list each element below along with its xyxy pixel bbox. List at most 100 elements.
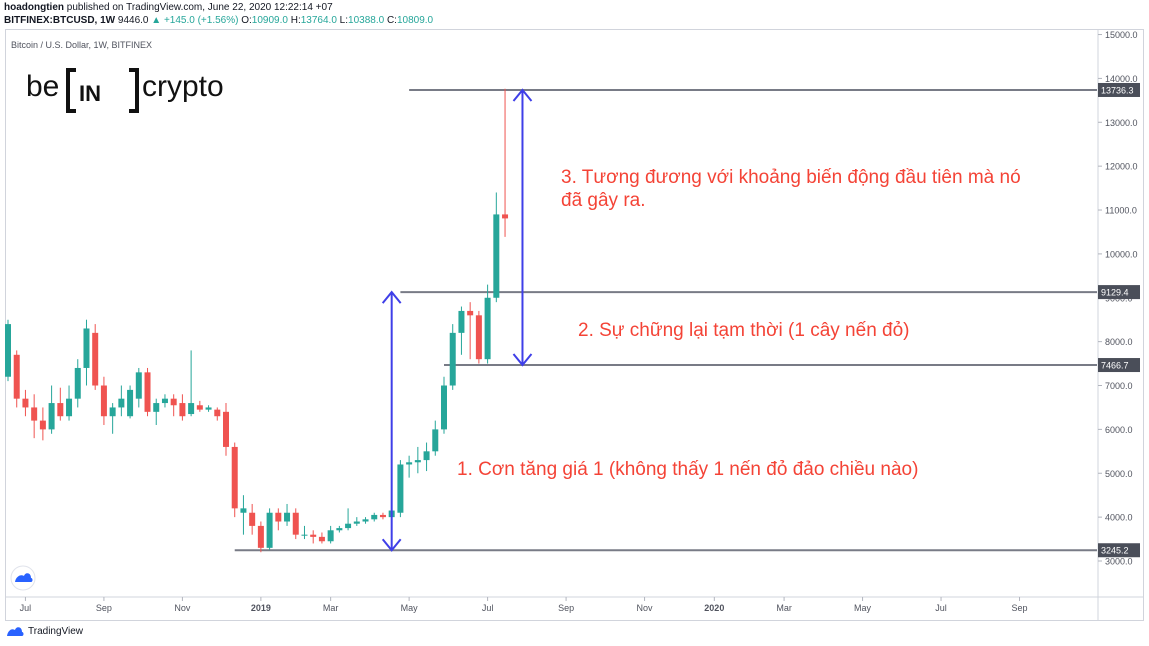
low-value: 10388.0 <box>348 15 385 26</box>
x-tick-label: Jul <box>20 603 32 613</box>
candle-body <box>284 512 291 522</box>
annotation-rally-2-line2: đã gây ra. <box>561 190 646 211</box>
low-label: L: <box>339 15 349 26</box>
range-arrows <box>381 88 533 552</box>
candle-body <box>240 508 247 513</box>
candle-body <box>196 405 203 410</box>
x-tick-label: Jul <box>935 603 947 613</box>
candle-body <box>458 310 465 333</box>
arrow-head-down <box>512 353 533 367</box>
logo-text-be: be <box>26 70 59 103</box>
candle-body <box>493 214 500 298</box>
y-tick-label: 4000.0 <box>1105 513 1133 523</box>
candle-body <box>423 451 430 461</box>
candle-body <box>161 398 168 404</box>
symbol-info: BITFINEX:BTCUSD, 1W 9446.0 ▲ +145.0 (+1.… <box>4 15 433 27</box>
candle-body <box>257 525 264 548</box>
candle-body <box>266 512 273 548</box>
publish-details: published on TradingView.com, June 22, 2… <box>66 2 333 13</box>
candle-body <box>170 398 177 406</box>
candle-body <box>31 407 38 421</box>
y-tick-label: 10000.0 <box>1105 249 1138 259</box>
price-change: +145.0 (+1.56%) <box>163 15 239 26</box>
level-tags: 13736.3 9129.4 7466.7 3245.2 <box>1098 82 1140 558</box>
annotation-rally-1: 1. Cơn tăng giá 1 (không thấy 1 nến đỏ đ… <box>457 459 918 480</box>
candle-body <box>327 530 334 542</box>
candle-body <box>292 512 299 535</box>
candle-body <box>83 328 90 368</box>
candle-body <box>118 398 125 408</box>
candle-body <box>502 214 509 219</box>
candle-body <box>144 372 151 412</box>
candle-body <box>467 310 474 316</box>
candle-body <box>432 429 439 452</box>
y-tick-label: 12000.0 <box>1105 162 1138 172</box>
y-tick-label: 14000.0 <box>1105 74 1138 84</box>
close-label: C: <box>386 15 397 26</box>
publisher-name: hoadongtien <box>4 2 64 13</box>
level-tag-box <box>1098 543 1140 558</box>
candle-body <box>310 534 317 537</box>
candle-body <box>414 460 421 463</box>
candle-body <box>214 409 221 417</box>
y-tick-label: 13000.0 <box>1105 118 1138 128</box>
logo-bracket-icon <box>66 68 139 113</box>
candle-body <box>205 407 212 410</box>
candle-body <box>406 462 413 465</box>
candle-body <box>441 385 447 430</box>
candle-body <box>484 297 491 360</box>
symbol-label: BITFINEX:BTCUSD, 1W <box>4 15 116 26</box>
candle-body <box>301 534 308 536</box>
x-tick-label: May <box>854 603 872 613</box>
candle-body <box>379 514 386 518</box>
level-tag-box <box>1098 285 1140 300</box>
last-price: 9446.0 <box>117 15 149 26</box>
candle-body <box>371 514 378 520</box>
candle-body <box>179 403 186 417</box>
candle-body <box>449 332 456 386</box>
y-tick-label: 6000.0 <box>1105 425 1133 435</box>
candle-body <box>100 385 107 417</box>
level-tag-label: 3245.2 <box>1101 546 1129 556</box>
annotation-rally-2-line1: 3. Tương đương với khoảng biến động đầu … <box>561 167 1021 188</box>
x-tick-label: Jul <box>482 603 494 613</box>
x-tick-label: 2019 <box>251 603 271 613</box>
candle-body <box>48 403 55 430</box>
high-value: 13764.0 <box>300 15 337 26</box>
candle-body <box>475 315 482 360</box>
x-tick-label: May <box>401 603 419 613</box>
x-tick-label: Sep <box>558 603 574 613</box>
y-tick-label: 11000.0 <box>1105 206 1137 216</box>
candle-body <box>223 411 229 447</box>
candle-body <box>275 512 282 522</box>
publish-info: hoadongtien published on TradingView.com… <box>4 2 333 14</box>
candle-body <box>74 367 81 399</box>
level-tag-box <box>1098 358 1140 373</box>
x-tick-label: Nov <box>637 603 654 613</box>
open-label: O: <box>241 15 252 26</box>
level-tag-label: 7466.7 <box>1101 361 1129 371</box>
candle-body <box>188 403 195 415</box>
candle-body <box>153 403 160 412</box>
level-tag-box <box>1098 82 1140 97</box>
logo-text-in: IN <box>79 81 101 106</box>
candle-body <box>336 528 343 531</box>
candle-body <box>92 332 99 386</box>
candle-body <box>397 464 404 513</box>
candle-body <box>5 324 11 377</box>
arrow-head-up <box>512 88 533 102</box>
high-label: H: <box>290 15 301 26</box>
candle-body <box>57 403 64 417</box>
candle-body <box>13 354 20 399</box>
candle-body <box>362 519 369 522</box>
chart-title: Bitcoin / U.S. Dollar, 1W, BITFINEX <box>11 40 152 50</box>
candle-body <box>135 372 142 399</box>
tradingview-chart-icon[interactable] <box>10 565 36 591</box>
time-axis[interactable]: Jul Sep Nov 2019 Mar May Jul Sep Nov 2020 Mar May Ju… <box>20 597 1028 613</box>
beincrypto-logo: be IN crypto <box>26 68 224 113</box>
arrow-head-down <box>381 538 402 552</box>
x-tick-label: Sep <box>1012 603 1028 613</box>
candle-body <box>39 420 46 430</box>
y-tick-label: 8000.0 <box>1105 337 1133 347</box>
